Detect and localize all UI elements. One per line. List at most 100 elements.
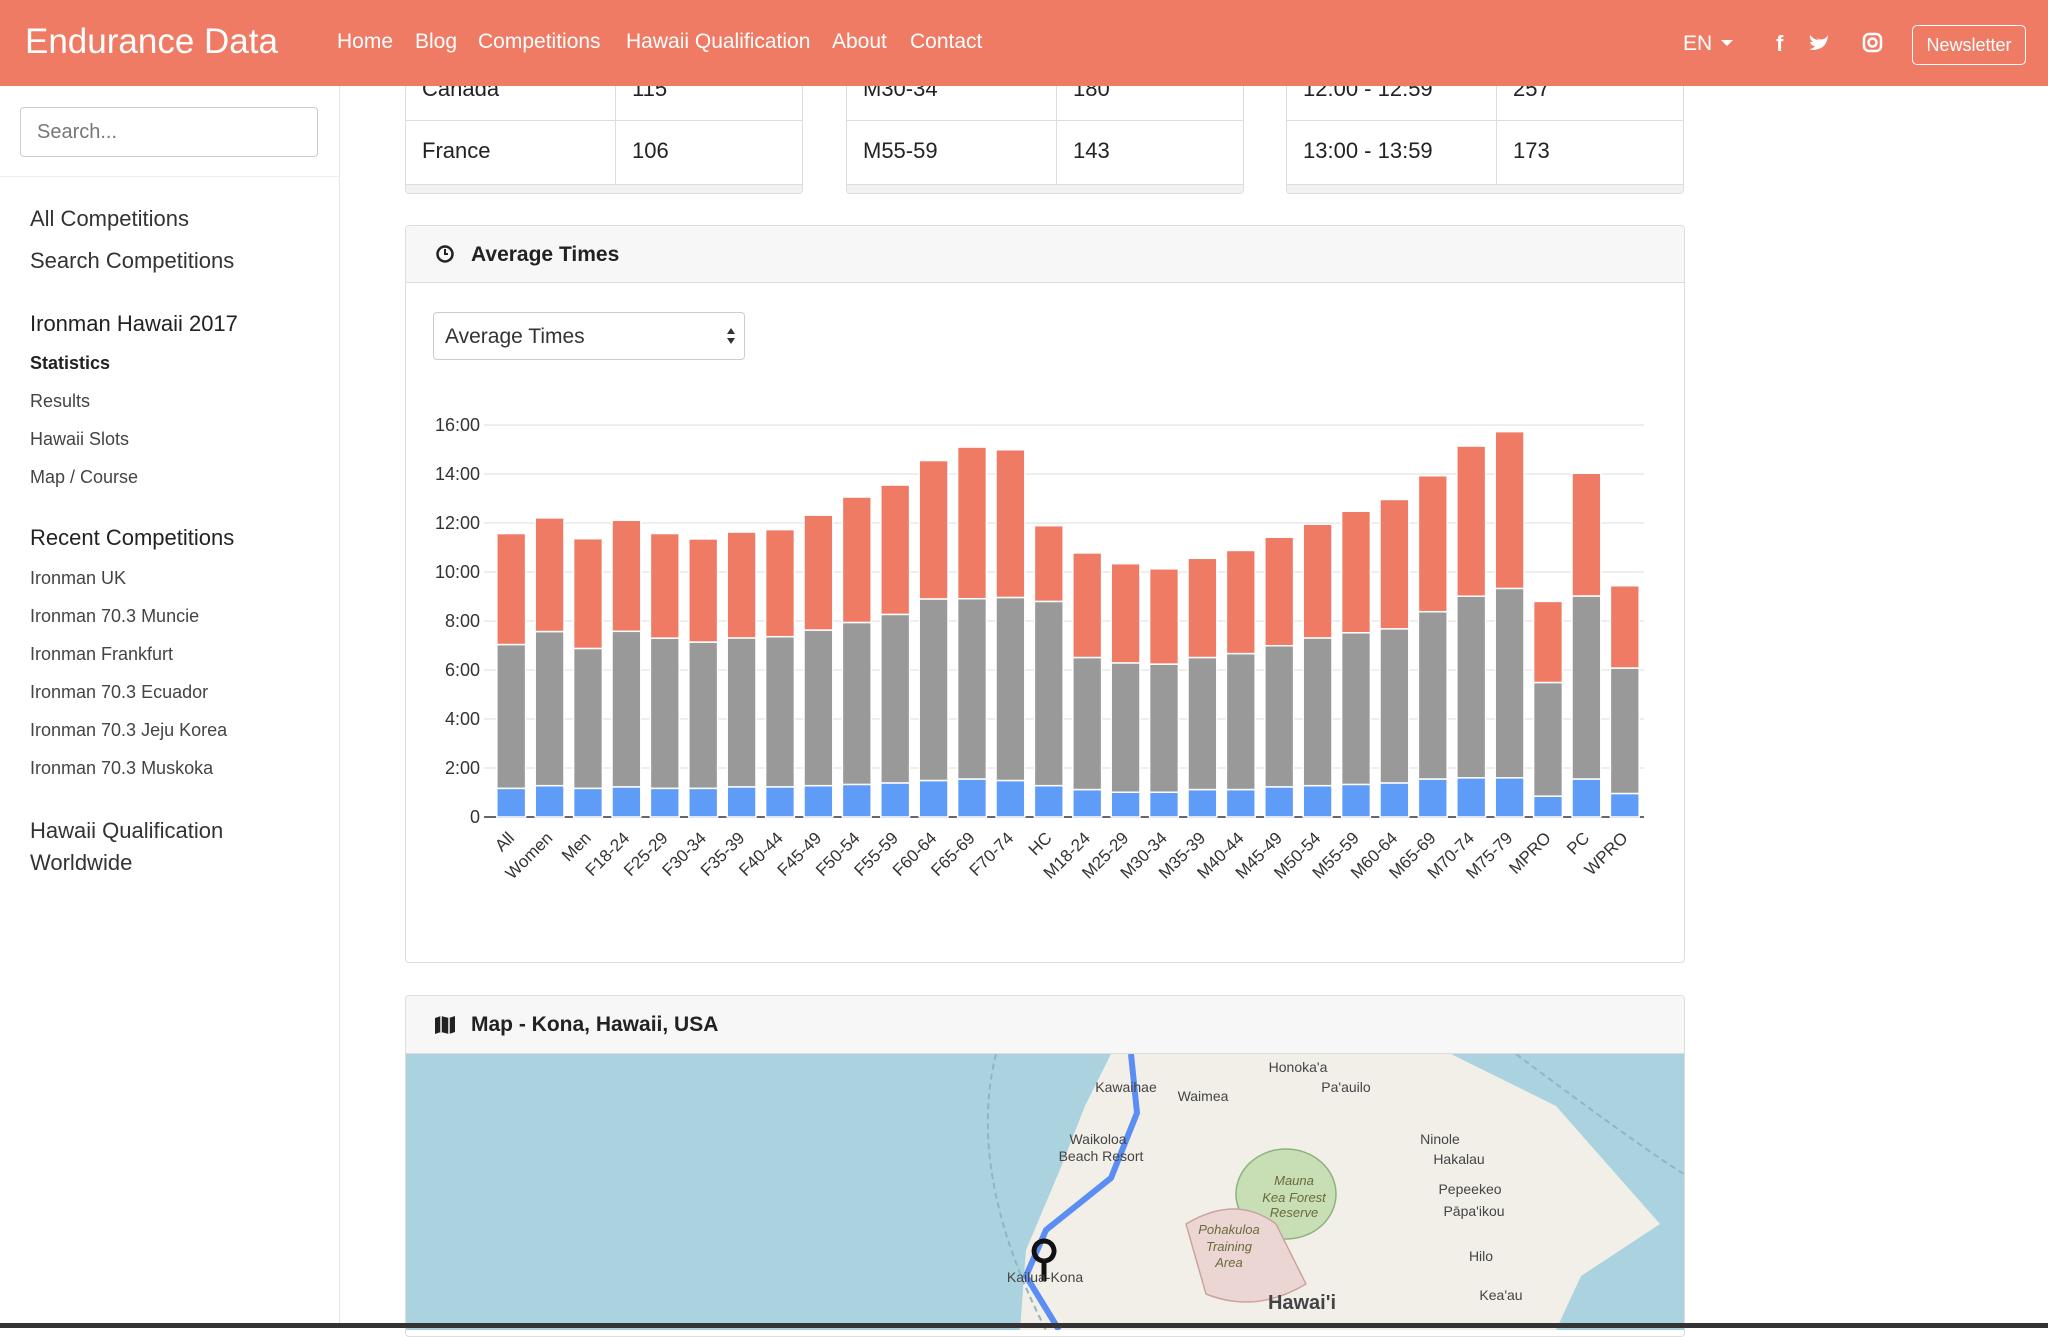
bar-segment	[1150, 664, 1179, 792]
nav-link[interactable]: Contact	[910, 30, 982, 54]
bar-segment	[1303, 786, 1332, 817]
bar-segment	[1342, 784, 1371, 817]
sidebar-item[interactable]: Ironman 70.3 Jeju Korea	[30, 720, 227, 741]
bar-segment	[996, 450, 1025, 598]
map-label: Pa'auilo	[1321, 1079, 1371, 1095]
sidebar-item[interactable]: Ironman 70.3 Muskoka	[30, 758, 213, 779]
caret	[1720, 38, 1734, 48]
x-tick-label: All	[491, 828, 518, 855]
search-input[interactable]: Search...	[20, 107, 318, 157]
bar-segment	[996, 780, 1025, 817]
bar-segment	[535, 632, 564, 786]
bar-segment	[689, 642, 718, 788]
map-label: Pohakuloa	[1198, 1222, 1259, 1237]
bar-segment	[1073, 553, 1102, 658]
bar-segment	[1034, 601, 1063, 785]
row-divider	[847, 120, 1243, 121]
sidebar-item[interactable]: Statistics	[30, 353, 110, 374]
newsletter-button[interactable]: Newsletter	[1912, 25, 2026, 65]
sidebar-item[interactable]: Results	[30, 391, 90, 412]
bar-segment	[1418, 779, 1447, 817]
sidebar-divider	[0, 176, 339, 177]
bar-segment	[1610, 668, 1639, 793]
x-tick-label: MPRO	[1505, 828, 1554, 877]
table-bottom	[847, 184, 1243, 194]
map[interactable]: Honoka'aPa'auiloKawaihaeWaimeaWaikoloaBe…	[406, 1054, 1684, 1330]
bar-segment	[1226, 654, 1255, 790]
sidebar-item[interactable]: Ironman 70.3 Ecuador	[30, 682, 208, 703]
bar-segment	[996, 597, 1025, 780]
x-tick-label: WPRO	[1581, 828, 1632, 879]
bar-segment	[650, 534, 679, 639]
sidebar-item[interactable]: Map / Course	[30, 467, 138, 488]
bar-segment	[1380, 783, 1409, 817]
recent-title: Recent Competitions	[30, 525, 234, 551]
bar-segment	[689, 788, 718, 817]
sidebar-link[interactable]: Hawaii Qualification Worldwide	[30, 815, 260, 879]
bar-segment	[1188, 790, 1217, 817]
bar-segment	[881, 783, 910, 817]
nav-link[interactable]: Hawaii Qualification	[626, 30, 810, 54]
bar-segment	[1111, 663, 1140, 792]
sidebar-link[interactable]: All Competitions	[30, 206, 189, 232]
bar-segment	[842, 784, 871, 817]
bar-segment	[1457, 446, 1486, 596]
bar-segment	[1495, 432, 1524, 589]
panel-title: Average Times	[471, 243, 619, 267]
bar-segment	[727, 638, 756, 787]
map-label: Kailua-Kona	[1007, 1269, 1083, 1285]
bar-segment	[574, 539, 603, 649]
bar-segment	[1265, 646, 1294, 787]
y-tick-label: 16:00	[435, 415, 480, 435]
bar-segment	[1188, 558, 1217, 657]
bar-segment	[612, 520, 641, 631]
bar-segment	[1342, 511, 1371, 633]
bar-segment	[1073, 658, 1102, 790]
bar-segment	[612, 787, 641, 817]
bar-segment	[919, 599, 948, 781]
sidebar-item[interactable]: Ironman UK	[30, 568, 126, 589]
nav-link[interactable]: About	[832, 30, 887, 54]
map-label: Honoka'a	[1269, 1059, 1328, 1075]
bar-segment	[1073, 790, 1102, 817]
table-bottom	[1287, 184, 1683, 194]
language[interactable]: EN	[1683, 32, 1712, 56]
bar-segment	[1111, 792, 1140, 817]
bar-segment	[574, 648, 603, 788]
nav-link[interactable]: Blog	[415, 30, 457, 54]
nav-link[interactable]: Home	[337, 30, 393, 54]
sidebar-link[interactable]: Search Competitions	[30, 248, 234, 274]
chart-panel: Average Times Average Times 02:004:006:0…	[405, 225, 1685, 963]
search-placeholder: Search...	[37, 121, 117, 144]
bar-segment	[650, 638, 679, 788]
y-tick-label: 6:00	[445, 660, 480, 680]
y-tick-label: 2:00	[445, 758, 480, 778]
bar-segment	[689, 539, 718, 642]
x-tick-label: F70-74	[966, 828, 1018, 880]
panel-header: Average Times	[406, 226, 1684, 283]
sidebar-item[interactable]: Hawaii Slots	[30, 429, 129, 450]
social-icons[interactable]: f	[1770, 30, 1890, 56]
bar-segment	[1380, 629, 1409, 783]
table-cell: 143	[1073, 138, 1110, 164]
bar-segment	[1457, 778, 1486, 817]
map-label: Training	[1206, 1239, 1253, 1254]
nav-link[interactable]: Competitions	[478, 30, 601, 54]
bar-segment	[727, 787, 756, 817]
x-tick-label: HC	[1025, 828, 1056, 859]
bar-segment	[1380, 499, 1409, 628]
map-icon	[434, 1015, 456, 1035]
bar-segment	[919, 780, 948, 817]
sidebar-item[interactable]: Ironman 70.3 Muncie	[30, 606, 199, 627]
brand[interactable]: Endurance Data	[25, 22, 278, 62]
bar-segment	[842, 622, 871, 784]
svg-text:f: f	[1776, 31, 1784, 56]
map-label: Pepeekeo	[1438, 1181, 1501, 1197]
bar-segment	[497, 645, 526, 789]
clock-icon	[435, 244, 455, 264]
bar-segment	[804, 515, 833, 630]
y-tick-label: 14:00	[435, 464, 480, 484]
y-tick-label: 0	[470, 807, 480, 827]
sidebar-item[interactable]: Ironman Frankfurt	[30, 644, 173, 665]
y-tick-label: 10:00	[435, 562, 480, 582]
